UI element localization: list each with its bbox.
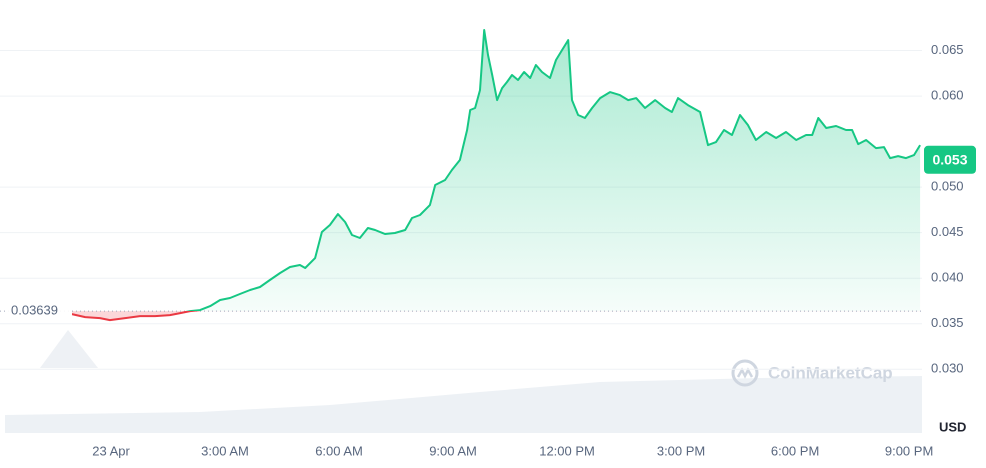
x-tick-label: 6:00 AM	[315, 443, 363, 458]
reference-label-bg	[6, 302, 72, 321]
x-tick-label: 12:00 PM	[539, 443, 595, 458]
current-price-badge	[924, 145, 976, 174]
y-tick-label: 0.035	[931, 315, 964, 330]
y-tick-label: 0.030	[931, 361, 964, 376]
x-tick-label: 23 Apr	[92, 443, 130, 458]
current-price-label: 0.053	[932, 152, 967, 168]
y-tick-label: 0.060	[931, 88, 964, 103]
watermark-text: CoinMarketCap	[768, 363, 893, 382]
y-tick-label: 0.040	[931, 270, 964, 285]
watermark: CoinMarketCap	[731, 359, 893, 387]
area	[71, 30, 921, 321]
reference-label: 0.03639	[11, 303, 58, 318]
y-tick-label: 0.050	[931, 179, 964, 194]
price-line	[71, 29, 921, 322]
x-tick-label: 6:00 PM	[771, 443, 819, 458]
y-tick-label: 0.045	[931, 224, 964, 239]
x-tick-label: 3:00 AM	[201, 443, 249, 458]
volume-band	[5, 330, 922, 433]
x-tick-label: 3:00 PM	[657, 443, 705, 458]
x-tick-label: 9:00 PM	[885, 443, 933, 458]
y-tick-label: 0.065	[931, 42, 964, 57]
currency-label: USD	[939, 419, 966, 434]
x-tick-label: 9:00 AM	[429, 443, 477, 458]
